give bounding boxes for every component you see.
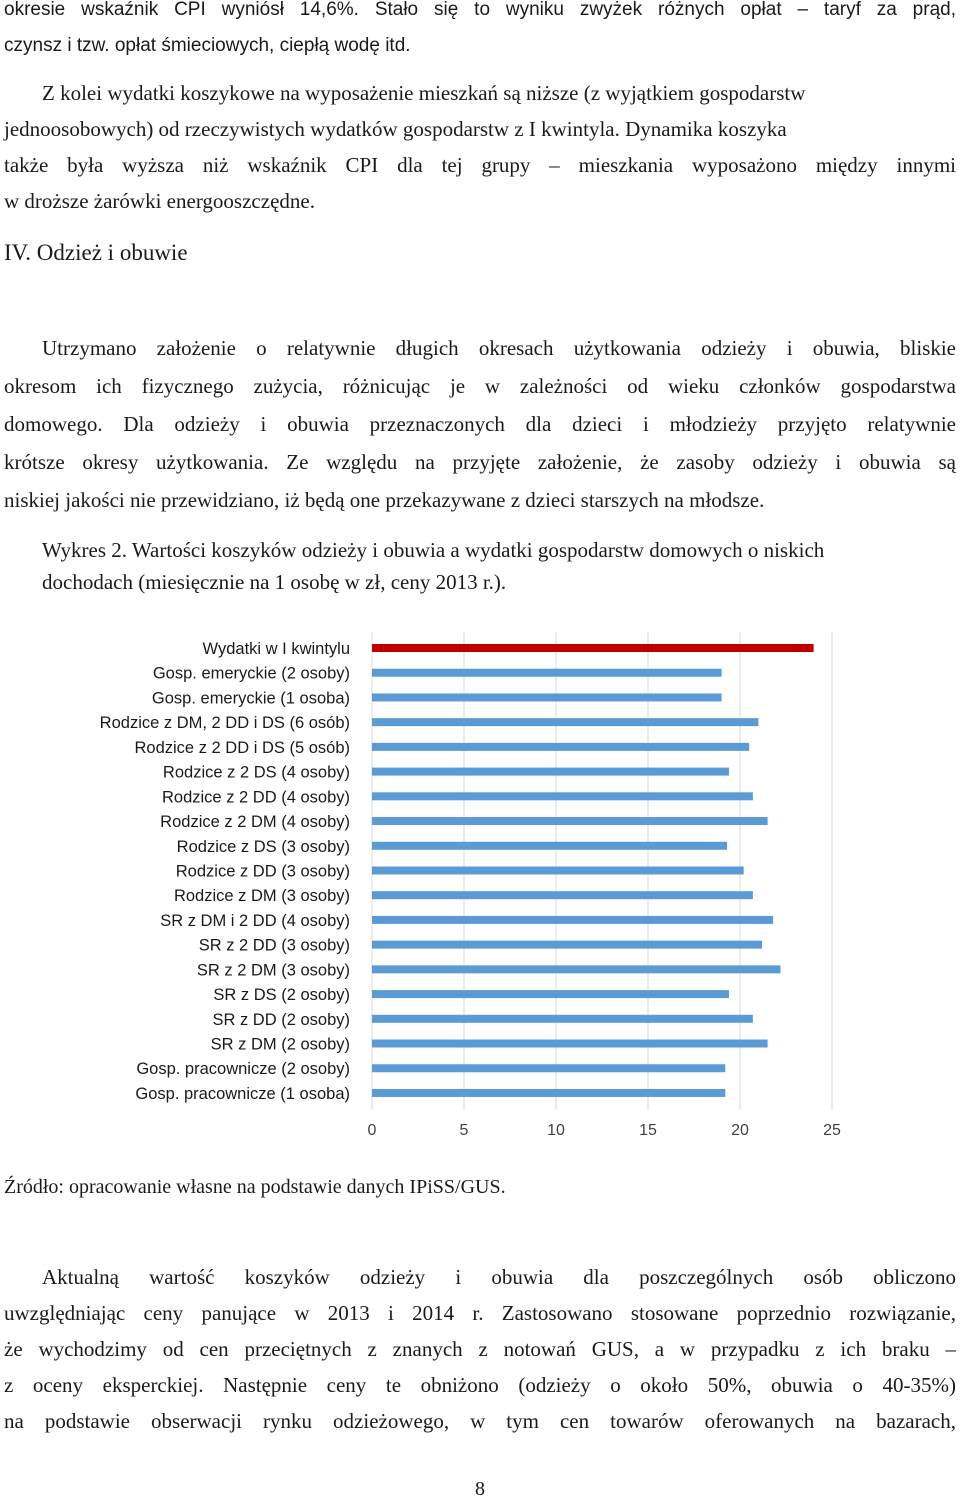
bar-chart: 0 5 10 15 20 25 Wydatki w I kwintylu Gosp. emer… (100, 632, 841, 1139)
text-line: w droższe żarówki energooszczędne. (4, 189, 315, 213)
caption-line: dochodach (miesięcznie na 1 osobę w zł, … (42, 570, 507, 594)
text-line: Utrzymano założenie o relatywnie długich… (42, 336, 956, 360)
bar (372, 693, 722, 702)
category-label: SR z 2 DM (3 osoby) (197, 961, 350, 979)
caption-line: Wykres 2. Wartości koszyków odzieży i ob… (42, 538, 825, 562)
bar (372, 817, 768, 826)
paragraph-clothing: Utrzymano założenie o relatywnie długich… (4, 329, 956, 519)
category-label: SR z 2 DD (3 osoby) (199, 937, 350, 955)
bar (372, 668, 722, 677)
text-line: że wychodzimy od cen przeciętnych z znan… (4, 1337, 956, 1361)
page-number: 8 (475, 1478, 485, 1500)
text-line: niskiej jakości nie przewidziano, iż będ… (4, 488, 765, 512)
bar (372, 718, 759, 727)
text-line: na podstawie obserwacji rynku odzieżoweg… (4, 1409, 956, 1433)
category-label: Gosp. emeryckie (1 osoba) (152, 689, 350, 707)
bar (372, 742, 750, 751)
figure-source: Źródło: opracowanie własne na podstawie … (4, 1176, 506, 1198)
category-label: Rodzice z DS (3 osoby) (177, 838, 350, 856)
x-tick-label: 5 (460, 1122, 469, 1139)
text-line: uwzględniając ceny panujące w 2013 i 201… (4, 1301, 956, 1325)
category-label: Gosp. pracownicze (2 osoby) (136, 1060, 350, 1078)
figure-caption: Wykres 2. Wartości koszyków odzieży i ob… (42, 534, 956, 598)
bar (372, 915, 774, 924)
category-label: Wydatki w I kwintylu (203, 640, 350, 658)
category-label: Rodzice z DM, 2 DD i DS (6 osób) (100, 714, 350, 732)
paragraph-furnishing: Z kolei wydatki koszykowe na wyposażenie… (4, 75, 956, 219)
bar (372, 644, 814, 652)
bar (372, 891, 753, 900)
paragraph-basket-value: Aktualną wartość koszyków odzieży i obuw… (4, 1259, 956, 1439)
x-tick-label: 25 (823, 1122, 841, 1139)
category-label: Rodzice z DD (3 osoby) (176, 862, 350, 880)
category-label: Gosp. emeryckie (2 osoby) (153, 665, 350, 683)
x-tick-label: 10 (547, 1122, 565, 1139)
category-label: Rodzice z 2 DS (4 osoby) (163, 764, 350, 782)
category-label: Rodzice z 2 DD (4 osoby) (162, 788, 350, 806)
category-label: Gosp. pracownicze (1 osoba) (135, 1085, 350, 1103)
bar (372, 1064, 726, 1073)
category-label: Rodzice z 2 DD i DS (5 osób) (135, 739, 351, 757)
bar (372, 965, 781, 974)
text-line: Z kolei wydatki koszykowe na wyposażenie… (42, 81, 806, 105)
category-label: SR z DM (2 osoby) (211, 1036, 350, 1054)
text-line: okresie wskaźnik CPI wyniósł 14,6%. Stał… (4, 0, 956, 20)
x-tick-label: 0 (368, 1122, 377, 1139)
bar (372, 940, 763, 949)
category-label: Rodzice z DM (3 osoby) (174, 887, 350, 905)
text-line: z oceny eksperckiej. Następnie ceny te o… (4, 1373, 956, 1397)
section-heading: IV. Odzież i obuwie (4, 240, 188, 265)
x-tick-label: 15 (639, 1122, 657, 1139)
text-line: jednoosobowych) od rzeczywistych wydatkó… (4, 117, 787, 141)
category-label: SR z DM i 2 DD (4 osoby) (160, 912, 350, 930)
paragraph-intro: okresie wskaźnik CPI wyniósł 14,6%. Stał… (4, 0, 956, 64)
bar (372, 792, 753, 801)
bar (372, 841, 728, 850)
bar (372, 1039, 768, 1048)
category-label: SR z DD (2 osoby) (212, 1011, 350, 1029)
text-line: także była wyższa niż wskaźnik CPI dla t… (4, 153, 956, 177)
bar (372, 866, 744, 875)
bar (372, 767, 729, 776)
category-label: SR z DS (2 osoby) (213, 986, 350, 1004)
bar (372, 1088, 726, 1097)
text-line: krótsze okresy użytkowania. Ze względu n… (4, 450, 956, 474)
text-line: Aktualną wartość koszyków odzieży i obuw… (42, 1265, 956, 1289)
text-line: okresom ich fizycznego zużycia, różnicuj… (4, 374, 956, 398)
category-label: Rodzice z 2 DM (4 osoby) (160, 813, 350, 831)
text-line: czynsz i tzw. opłat śmieciowych, ciepłą … (4, 35, 411, 56)
bar (372, 1014, 753, 1023)
text-line: domowego. Dla odzieży i obuwia przeznacz… (4, 412, 956, 436)
x-tick-label: 20 (731, 1122, 749, 1139)
bar (372, 990, 729, 999)
